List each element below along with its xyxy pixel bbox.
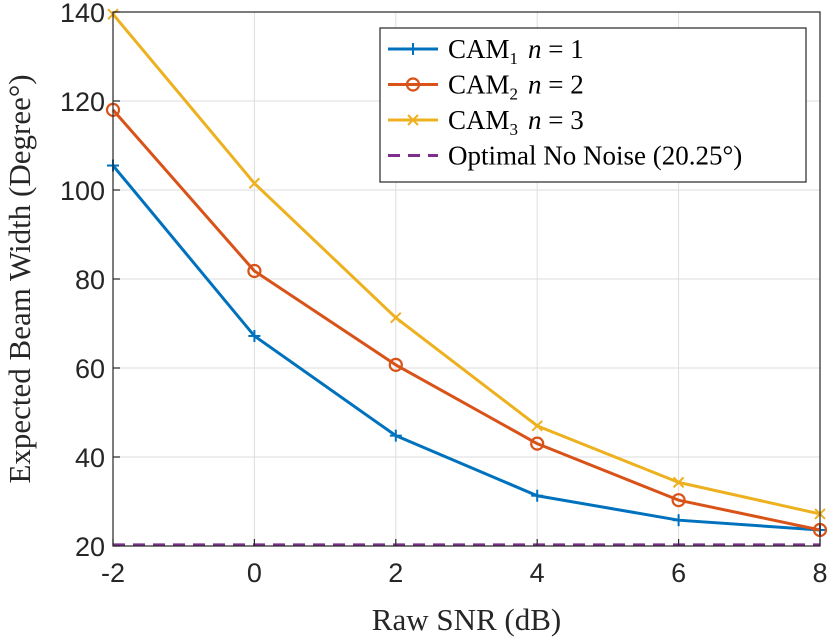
series-line [111, 108, 821, 532]
x-tick-label: 8 [812, 558, 827, 588]
series-line [111, 164, 821, 532]
legend-label-base: CAM [448, 105, 510, 135]
x-tick-label: 0 [247, 558, 262, 588]
plot-series [105, 8, 828, 547]
legend-label-subscript: 3 [510, 120, 519, 139]
data-point-circle [405, 77, 421, 92]
data-point-x [248, 177, 261, 190]
legend-label-base: CAM [448, 34, 510, 64]
x-tick-label: -2 [101, 558, 125, 588]
y-tick-label: 80 [75, 265, 105, 295]
legend-label: CAM1 n = 1 [448, 34, 584, 68]
y-axis-label: Expected Beam Width (Degree°) [2, 74, 37, 483]
y-tick-label: 60 [75, 354, 105, 384]
data-point-x [531, 420, 543, 432]
data-point-x-b [390, 312, 402, 324]
data-point-circle [530, 436, 545, 451]
legend-label-variable: n [528, 70, 542, 100]
legend-label-base: CAM [448, 70, 510, 100]
y-tick-label: 120 [60, 87, 105, 117]
x-tick-label: 4 [530, 558, 545, 588]
data-point-x [407, 114, 419, 126]
data-point-plus [389, 429, 402, 442]
legend-label-variable: n [528, 105, 542, 135]
data-point-plus [248, 329, 261, 342]
legend-label-equation: = 1 [542, 34, 584, 64]
data-point-plus [407, 43, 419, 55]
legend-box [379, 27, 807, 183]
data-point-x [672, 476, 685, 489]
series-2 [105, 102, 828, 538]
x-tick-label: 2 [388, 558, 403, 588]
legend-label: CAM3 n = 3 [448, 105, 584, 139]
data-point-circle [247, 263, 262, 279]
y-tick-label: 40 [75, 443, 105, 473]
y-tick-label: 20 [75, 532, 105, 562]
legend-label: CAM2 n = 2 [448, 70, 584, 104]
legend-item-3: CAM3 n = 3 [388, 105, 584, 139]
legend-label-variable: n [528, 34, 542, 64]
series-line [111, 13, 821, 516]
data-point-plus [531, 489, 544, 502]
data-point-x-b [672, 476, 685, 489]
data-point-x-b [407, 114, 419, 126]
x-tick-label: 6 [671, 558, 686, 588]
series-1 [107, 159, 826, 536]
data-point-circle [671, 493, 686, 508]
data-point-x-b [248, 177, 261, 190]
legend-label-subscript: 2 [510, 85, 519, 104]
legend-label-equation: = 2 [542, 70, 584, 100]
data-point-x [390, 312, 402, 324]
data-point-x-b [531, 420, 543, 432]
legend-item-1: CAM1 n = 1 [388, 34, 584, 68]
legend-item-4: Optimal No Noise (20.25°) [388, 141, 742, 171]
legend-label-equation: = 3 [542, 105, 584, 135]
y-tick-label: 140 [60, 0, 105, 28]
legend-label-subscript: 1 [510, 49, 519, 68]
y-tick-label: 100 [60, 176, 105, 206]
x-axis-label: Raw SNR (dB) [372, 602, 561, 637]
data-point-circle [388, 357, 403, 372]
legend-item-2: CAM2 n = 2 [388, 70, 584, 104]
series-3 [107, 8, 826, 520]
data-point-plus [672, 514, 685, 527]
legend-label: Optimal No Noise (20.25°) [448, 141, 742, 171]
axis-ticks: -2 0 2 4 6 8 20 40 60 80 100 120 140 [60, 0, 828, 588]
